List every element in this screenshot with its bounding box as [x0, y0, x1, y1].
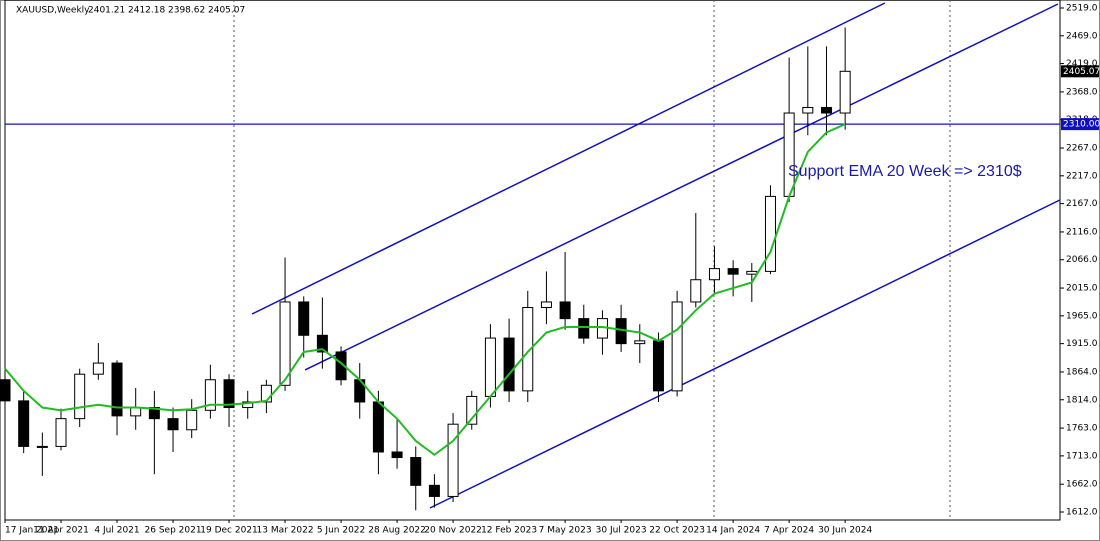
x-tick-label: 22 Oct 2023	[649, 526, 705, 536]
y-tick-label: 2167.0	[1066, 199, 1098, 209]
candle-body	[839, 70, 851, 114]
candle-body	[727, 268, 739, 275]
x-tick-label: 11 Apr 2021	[33, 526, 89, 536]
y-tick-label: 2368.0	[1066, 87, 1098, 97]
y-tick-label: 1763.0	[1066, 424, 1098, 434]
candle-body	[335, 351, 347, 381]
x-tick-label: 5 Jun 2022	[317, 526, 365, 536]
x-tick-label: 4 Jul 2021	[94, 526, 139, 536]
candle-body	[559, 301, 571, 320]
ohlc-value: 2398.62	[168, 6, 205, 16]
candle-body	[484, 337, 496, 397]
y-tick-label: 1662.0	[1066, 480, 1098, 490]
x-tick-label: 7 May 2023	[539, 526, 592, 536]
y-tick-label: 2217.0	[1066, 171, 1098, 181]
y-tick-label: 1965.0	[1066, 311, 1098, 321]
y-tick-label: 1612.0	[1066, 507, 1098, 517]
y-tick-label: 2066.0	[1066, 255, 1098, 265]
candle-body	[540, 301, 552, 309]
y-tick-label: 1814.0	[1066, 395, 1098, 405]
x-tick-label: 19 Dec 2021	[200, 526, 258, 536]
support-label: 2310.00	[1063, 120, 1100, 130]
x-tick-label: 26 Sep 2021	[145, 526, 202, 536]
x-tick-label: 13 Mar 2022	[257, 526, 314, 536]
candle-body	[316, 334, 328, 353]
candle-body	[111, 362, 123, 417]
y-tick-label: 2419.0	[1066, 59, 1098, 69]
channel-line	[429, 199, 1061, 509]
candle-body	[279, 301, 291, 386]
candle-body	[186, 409, 198, 431]
candle-body	[0, 379, 11, 402]
ohlc-value: 2401.21	[88, 6, 125, 16]
candle-body	[447, 423, 459, 497]
candle-body	[223, 379, 235, 409]
y-tick-label: 2116.0	[1066, 227, 1098, 237]
candle-body	[820, 106, 832, 114]
y-tick-label: 1713.0	[1066, 451, 1098, 461]
candle-body	[746, 270, 758, 275]
candle-body	[652, 340, 664, 392]
candle-body	[204, 379, 216, 411]
x-tick-label: 20 Nov 2022	[424, 526, 482, 536]
candle-body	[522, 307, 534, 392]
candle-body	[298, 301, 310, 336]
candle-body	[36, 445, 48, 448]
symbol: XAUUSD,Weekly	[16, 6, 90, 16]
candle-body	[466, 395, 478, 425]
channel-line	[304, 3, 1059, 371]
candle-body	[410, 457, 422, 486]
y-tick-label: 2015.0	[1066, 284, 1098, 294]
x-tick-label: 7 Apr 2024	[764, 526, 814, 536]
ohlc-value: 2412.18	[128, 6, 165, 16]
candle-body	[802, 106, 814, 114]
price-label-bg	[1061, 65, 1099, 78]
candle-body	[148, 407, 160, 420]
candle-body	[783, 112, 795, 197]
candle-body	[503, 337, 515, 392]
y-tick-label: 1864.0	[1066, 367, 1098, 377]
candle-body	[130, 407, 142, 417]
candle-body	[391, 451, 403, 459]
y-tick-label: 2519.0	[1066, 4, 1098, 14]
price-label: 2405.07	[1063, 67, 1100, 77]
ema-line	[4, 123, 846, 457]
y-tick-label: 2267.0	[1066, 144, 1098, 154]
candle-body	[242, 401, 254, 409]
x-tick-label: 12 Feb 2023	[481, 526, 537, 536]
candle-body	[55, 418, 67, 447]
x-tick-label: 14 Jan 2024	[706, 526, 760, 536]
x-tick-label: 28 Aug 2022	[368, 526, 426, 536]
candle-body	[18, 400, 30, 447]
candle-body	[634, 340, 646, 345]
support-label-bg	[1061, 118, 1099, 131]
candle-body	[578, 318, 590, 339]
ohlc-value: 2405.07	[208, 6, 245, 16]
x-tick-label: 30 Jun 2024	[818, 526, 872, 536]
candle-body	[92, 362, 104, 375]
channel-line	[251, 2, 886, 315]
x-tick-label: 30 Jul 2023	[596, 526, 647, 536]
y-tick-label: 2469.0	[1066, 31, 1098, 41]
candle-body	[428, 484, 440, 497]
candle-body	[167, 418, 179, 431]
candle-body	[708, 268, 720, 281]
candle-body	[372, 401, 384, 453]
candle-body	[671, 301, 683, 392]
candle-body	[764, 195, 776, 272]
y-tick-label: 1915.0	[1066, 339, 1098, 349]
candle-body	[260, 384, 272, 403]
annotation: Support EMA 20 Week => 2310$	[788, 163, 1022, 180]
candle-body	[74, 373, 86, 420]
x-tick-label: 17 Jan 2021	[5, 526, 59, 536]
candle-body	[690, 279, 702, 303]
